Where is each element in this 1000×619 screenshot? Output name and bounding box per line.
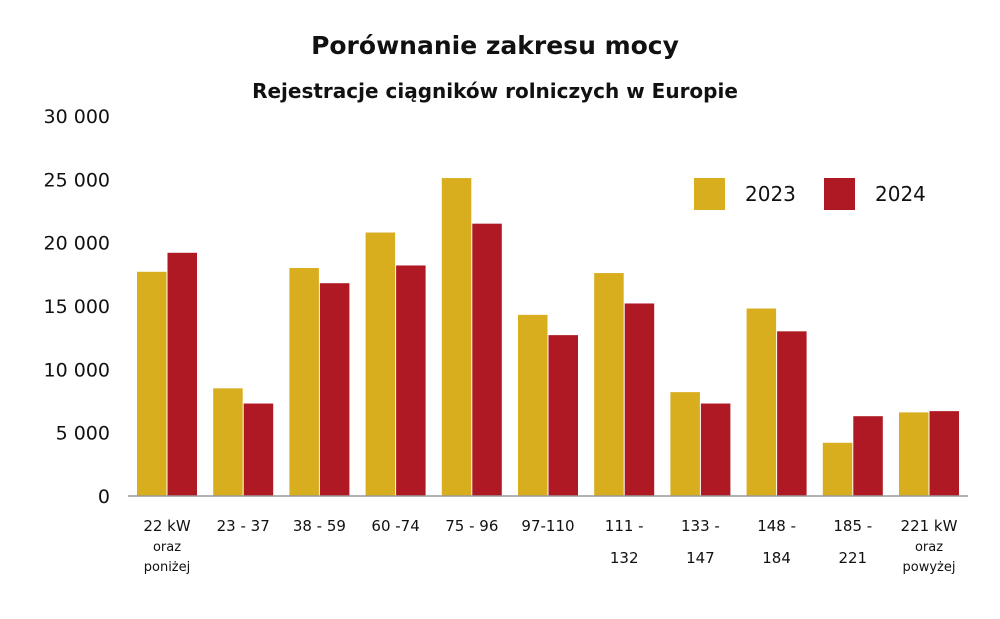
bar-2023 (213, 388, 243, 496)
x-tick-label: 221 (838, 549, 867, 567)
x-tick-label: 148 - (757, 517, 796, 535)
y-tick-label: 10 000 (44, 359, 110, 381)
bar-2024 (700, 403, 731, 496)
x-tick-label: powyżej (903, 560, 956, 575)
bar-2024 (167, 252, 197, 496)
bar-2023 (441, 178, 472, 497)
y-tick-label: 30 000 (44, 106, 110, 128)
legend-label-2024: 2024 (875, 182, 926, 206)
x-tick-label: oraz (915, 540, 943, 555)
bar-2023 (594, 273, 624, 496)
bar-2024 (624, 303, 655, 496)
bar-2024 (319, 283, 350, 496)
bar-2023 (670, 392, 700, 496)
legend-swatch-2024 (824, 178, 855, 210)
x-tick-label: 147 (686, 549, 715, 567)
bar-2023 (137, 271, 167, 496)
y-tick-label: 25 000 (44, 169, 110, 191)
x-tick-label: 23 - 37 (217, 517, 270, 535)
x-tick-label: 221 kW (901, 517, 958, 535)
chart-subtitle: Rejestracje ciągników rolniczych w Europ… (252, 79, 738, 103)
bar-2023 (518, 314, 548, 496)
bar-2024 (929, 411, 959, 496)
x-tick-label: 184 (762, 549, 791, 567)
x-tick-label: 111 - (605, 517, 644, 535)
legend-swatch-2023 (694, 178, 725, 210)
bar-2024 (243, 403, 274, 496)
bars (137, 178, 959, 497)
bar-2024 (548, 335, 578, 496)
x-tick-label: 97-110 (521, 517, 574, 535)
bar-2023 (365, 232, 396, 497)
x-tick-label: 132 (610, 549, 639, 567)
x-tick-label: 133 - (681, 517, 720, 535)
y-tick-label: 20 000 (44, 233, 110, 255)
y-axis: 0 5 000 10 000 15 000 20 000 25 000 30 000 (44, 106, 110, 508)
x-axis: 22 kW oraz poniżej 23 - 37 38 - 59 60 -74 75 -… (143, 517, 957, 575)
x-tick-label: 22 kW (143, 517, 191, 535)
bar-2023 (746, 308, 777, 496)
x-tick-label: 75 - 96 (445, 517, 498, 535)
y-tick-label: 0 (98, 486, 110, 508)
x-tick-label: poniżej (144, 560, 191, 575)
y-tick-label: 15 000 (44, 296, 110, 318)
bar-2023 (899, 412, 929, 496)
x-tick-label: 60 -74 (371, 517, 419, 535)
bar-2023 (289, 268, 319, 496)
bar-2024 (472, 223, 502, 496)
x-tick-label: oraz (153, 540, 181, 555)
legend-label-2023: 2023 (745, 182, 796, 206)
bar-2023 (822, 442, 853, 496)
x-tick-label: 38 - 59 (293, 517, 346, 535)
bar-2024 (853, 416, 883, 496)
x-tick-label: 185 - (833, 517, 872, 535)
legend: 2023 2024 (694, 178, 926, 210)
bar-2024 (777, 331, 807, 496)
y-tick-label: 5 000 (56, 423, 110, 445)
chart-title: Porównanie zakresu mocy (311, 31, 679, 60)
bar-2024 (396, 265, 426, 496)
